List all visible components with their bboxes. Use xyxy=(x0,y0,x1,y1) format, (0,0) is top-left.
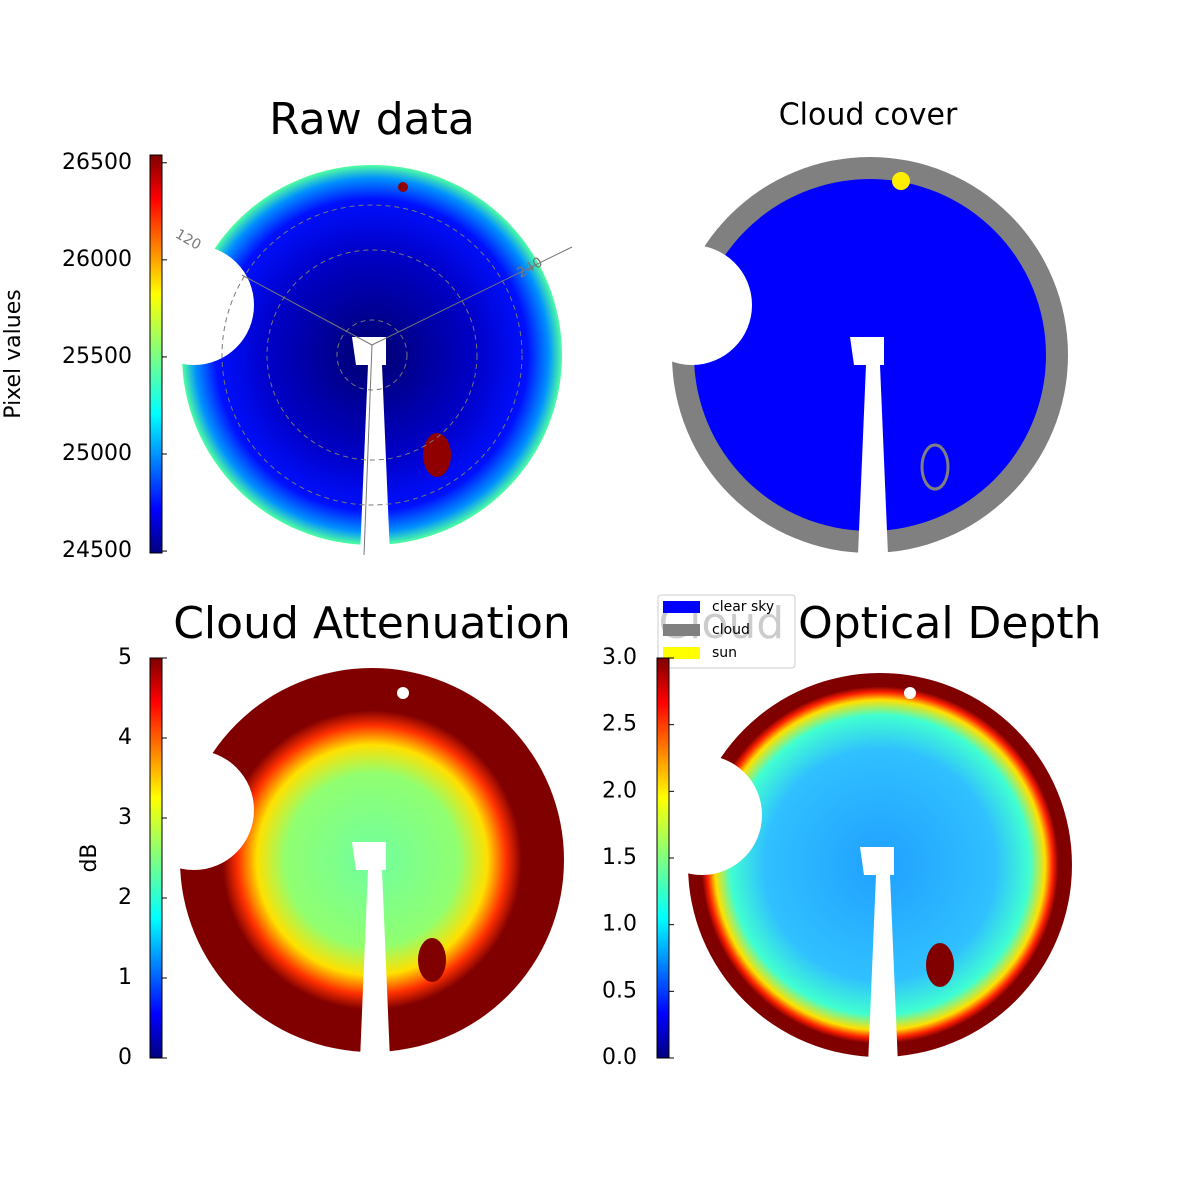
panel-title: Cloud cover xyxy=(779,98,958,133)
colorbar-tick-label: 26500 xyxy=(62,150,132,175)
legend-label: sun xyxy=(712,645,737,661)
colorbar-tick-label: 26000 xyxy=(62,247,132,272)
legend-swatch xyxy=(663,624,700,636)
colorbar-tick-label: 3.0 xyxy=(602,645,637,670)
colorbar-tick-label: 25500 xyxy=(62,344,132,369)
colorbar-tick-label: 2.5 xyxy=(602,712,637,737)
colorbar-tick-label: 24500 xyxy=(62,538,132,563)
colorbar-tick-label: 2.0 xyxy=(602,778,637,803)
raw-image xyxy=(134,165,573,556)
panel-title: Raw data xyxy=(269,94,475,145)
colorbar-tick-label: 5 xyxy=(118,645,132,670)
colorbar-tick-label: 0.0 xyxy=(602,1045,637,1070)
legend-label: clear sky xyxy=(712,599,774,615)
attenuation-image xyxy=(134,668,564,1060)
optical-depth-image xyxy=(642,673,1072,1065)
colorbar-label: dB xyxy=(77,843,102,872)
cloud-cover-image xyxy=(632,157,1068,555)
legend-swatch xyxy=(663,601,700,613)
colorbar-tick-label: 4 xyxy=(118,725,132,750)
colorbar-tick-label: 0.5 xyxy=(602,978,637,1003)
colorbar-tick-label: 1 xyxy=(118,965,132,990)
colorbar-tick-label: 3 xyxy=(118,805,132,830)
colorbar xyxy=(149,657,163,1059)
colorbar-tick-label: 1.5 xyxy=(602,845,637,870)
legend-label: cloud xyxy=(712,622,750,638)
colorbar xyxy=(149,154,163,554)
colorbar-tick-label: 1.0 xyxy=(602,912,637,937)
legend: clear sky cloud sun xyxy=(657,594,796,669)
colorbar-tick-label: 25000 xyxy=(62,441,132,466)
panel-title: Cloud Attenuation xyxy=(173,598,571,649)
colorbar-tick-label: 0 xyxy=(118,1045,132,1070)
legend-swatch xyxy=(663,647,700,659)
colorbar-tick-label: 2 xyxy=(118,885,132,910)
colorbar-label: Pixel values xyxy=(1,289,26,418)
colorbar xyxy=(656,657,670,1059)
